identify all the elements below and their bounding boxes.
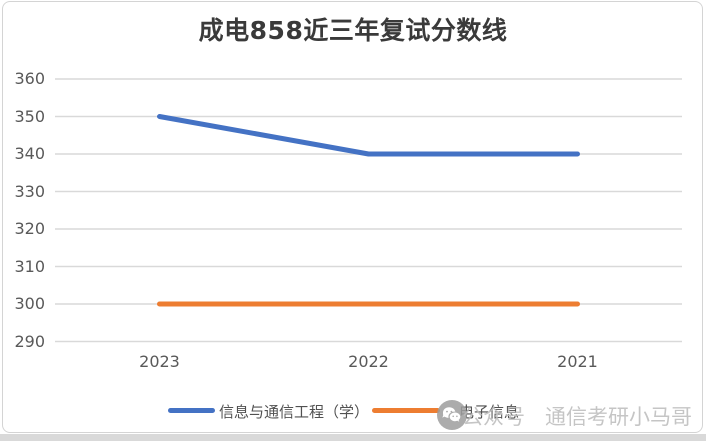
y-axis-tick-label: 330 xyxy=(14,181,45,201)
x-axis-tick-label: 2021 xyxy=(557,352,598,371)
y-axis-tick-label: 290 xyxy=(14,331,45,351)
legend-label-series1: 信息与通信工程（学） xyxy=(219,403,370,421)
legend-label-series2: 电子信息 xyxy=(459,403,520,421)
y-axis-tick-label: 350 xyxy=(14,106,45,126)
chart-title: 成电858近三年复试分数线 xyxy=(198,16,508,45)
y-axis-tick-label: 360 xyxy=(14,69,45,88)
wechat-icon xyxy=(437,400,467,430)
y-axis-tick-label: 320 xyxy=(14,219,45,238)
y-axis-tick-label: 340 xyxy=(14,144,45,163)
legend-swatch-series2 xyxy=(372,408,440,413)
legend-swatch-series1 xyxy=(168,408,215,413)
y-axis-tick-label: 300 xyxy=(14,294,45,313)
chart-frame xyxy=(2,1,703,433)
series-line-1 xyxy=(157,114,580,157)
x-axis-tick-label: 2022 xyxy=(348,352,389,371)
y-axis-tick-label: 310 xyxy=(14,256,45,276)
watermark-prefix: 公众号 xyxy=(462,405,525,429)
watermark-name: 通信考研小马哥 xyxy=(545,405,692,429)
x-axis-tick-label: 2023 xyxy=(139,352,180,371)
page-background-strip xyxy=(0,434,706,441)
